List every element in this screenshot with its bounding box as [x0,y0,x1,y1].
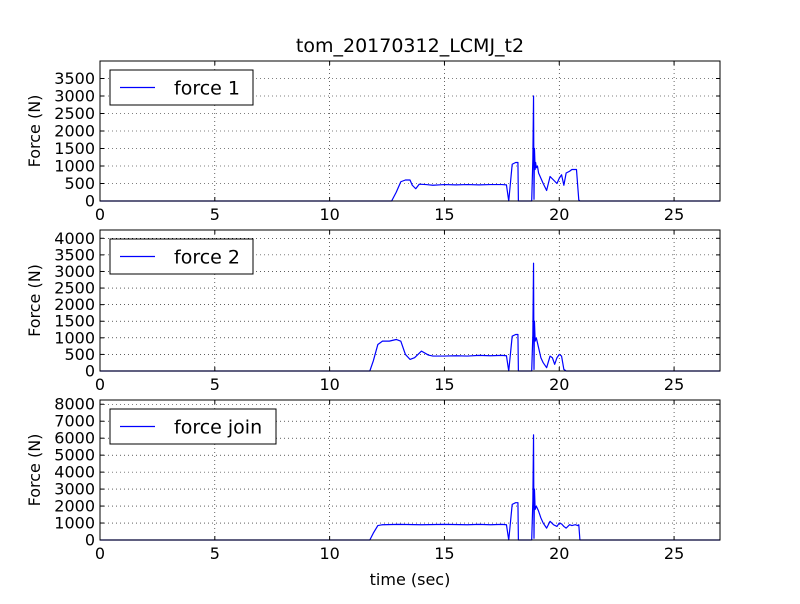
panel-2-y-tick-label: 2500 [54,279,95,298]
panel-1-x-tick-label: 20 [549,205,569,224]
panel-1-y-tick-label: 500 [64,174,95,193]
panel-3-axes-frame [99,399,721,541]
panel-2-x-tick-label: 15 [434,375,454,394]
panel-2-x-tick-label: 20 [549,375,569,394]
panel-1-y-tick-label: 2500 [54,104,95,123]
panel-2-x-tick-label: 10 [319,375,339,394]
panel-2-y-tick-label: 2000 [54,295,95,314]
panel-2-x-tick-label: 5 [210,375,220,394]
panel-1-series-line [100,95,720,202]
panel-3-x-tick-label: 25 [664,544,684,563]
panel-1-y-tick-label: 1500 [54,139,95,158]
panel-3-y-tick-label: 1000 [54,514,95,533]
panel-2-y-tick-label: 3500 [54,245,95,264]
panel-3-x-tick-label: 0 [95,544,105,563]
panel-3-y-tick-label: 5000 [54,446,95,465]
panel-1-x-tick-label: 25 [664,205,684,224]
panel-1-x-tick-label: 0 [95,205,105,224]
panel-2-axes-frame [99,229,721,372]
panel-2-y-tick-label: 0 [85,362,95,381]
panel-2-y-tick-label: 1000 [54,328,95,347]
panel-1-x-tick-label: 15 [434,205,454,224]
panel-1-legend-label: force 1 [174,78,240,100]
panel-3-y-tick-label: 2000 [54,497,95,516]
panel-1-y-tick-label: 3500 [54,69,95,88]
panel-3-y-tick-label: 8000 [54,395,95,414]
panel-3-y-tick-label: 7000 [54,412,95,431]
panel-3-y-tick-label: 6000 [54,429,95,448]
panel-1-y-axis-label: Force (N) [25,95,44,168]
panel-1-x-tick-label: 5 [210,205,220,224]
panel-3-legend-label: force join [174,417,262,439]
panel-3-x-tick-label: 15 [434,544,454,563]
panel-3-y-axis-label: Force (N) [25,434,44,507]
panel-2-y-tick-label: 500 [64,345,95,364]
panel-1-y-tick-label: 1000 [54,157,95,176]
panel-3-y-tick-label: 3000 [54,480,95,499]
panel-3-x-tick-label: 10 [319,544,339,563]
panel-2-x-tick-label: 25 [664,375,684,394]
panel-2-legend-label: force 2 [174,247,240,269]
panel-3-y-tick-label: 0 [85,531,95,550]
panel-1-y-tick-label: 2000 [54,122,95,141]
panel-2-x-tick-label: 0 [95,375,105,394]
panel-2-y-tick-label: 3000 [54,262,95,281]
panel-2-y-tick-label: 1500 [54,312,95,331]
panel-1-y-tick-label: 0 [85,192,95,211]
panel-3-y-tick-label: 4000 [54,463,95,482]
panel-2-y-axis-label: Force (N) [25,264,44,337]
figure-title: tom_20170312_LCMJ_t2 [296,35,524,57]
panel-2-series-line [100,262,720,372]
x-axis-label: time (sec) [370,570,451,589]
panel-1-y-tick-label: 3000 [54,87,95,106]
panel-3-x-tick-label: 20 [549,544,569,563]
panel-1-x-tick-label: 10 [319,205,339,224]
panel-3-series-line [100,434,720,541]
panel-2-y-tick-label: 4000 [54,229,95,248]
panel-3-x-tick-label: 5 [210,544,220,563]
